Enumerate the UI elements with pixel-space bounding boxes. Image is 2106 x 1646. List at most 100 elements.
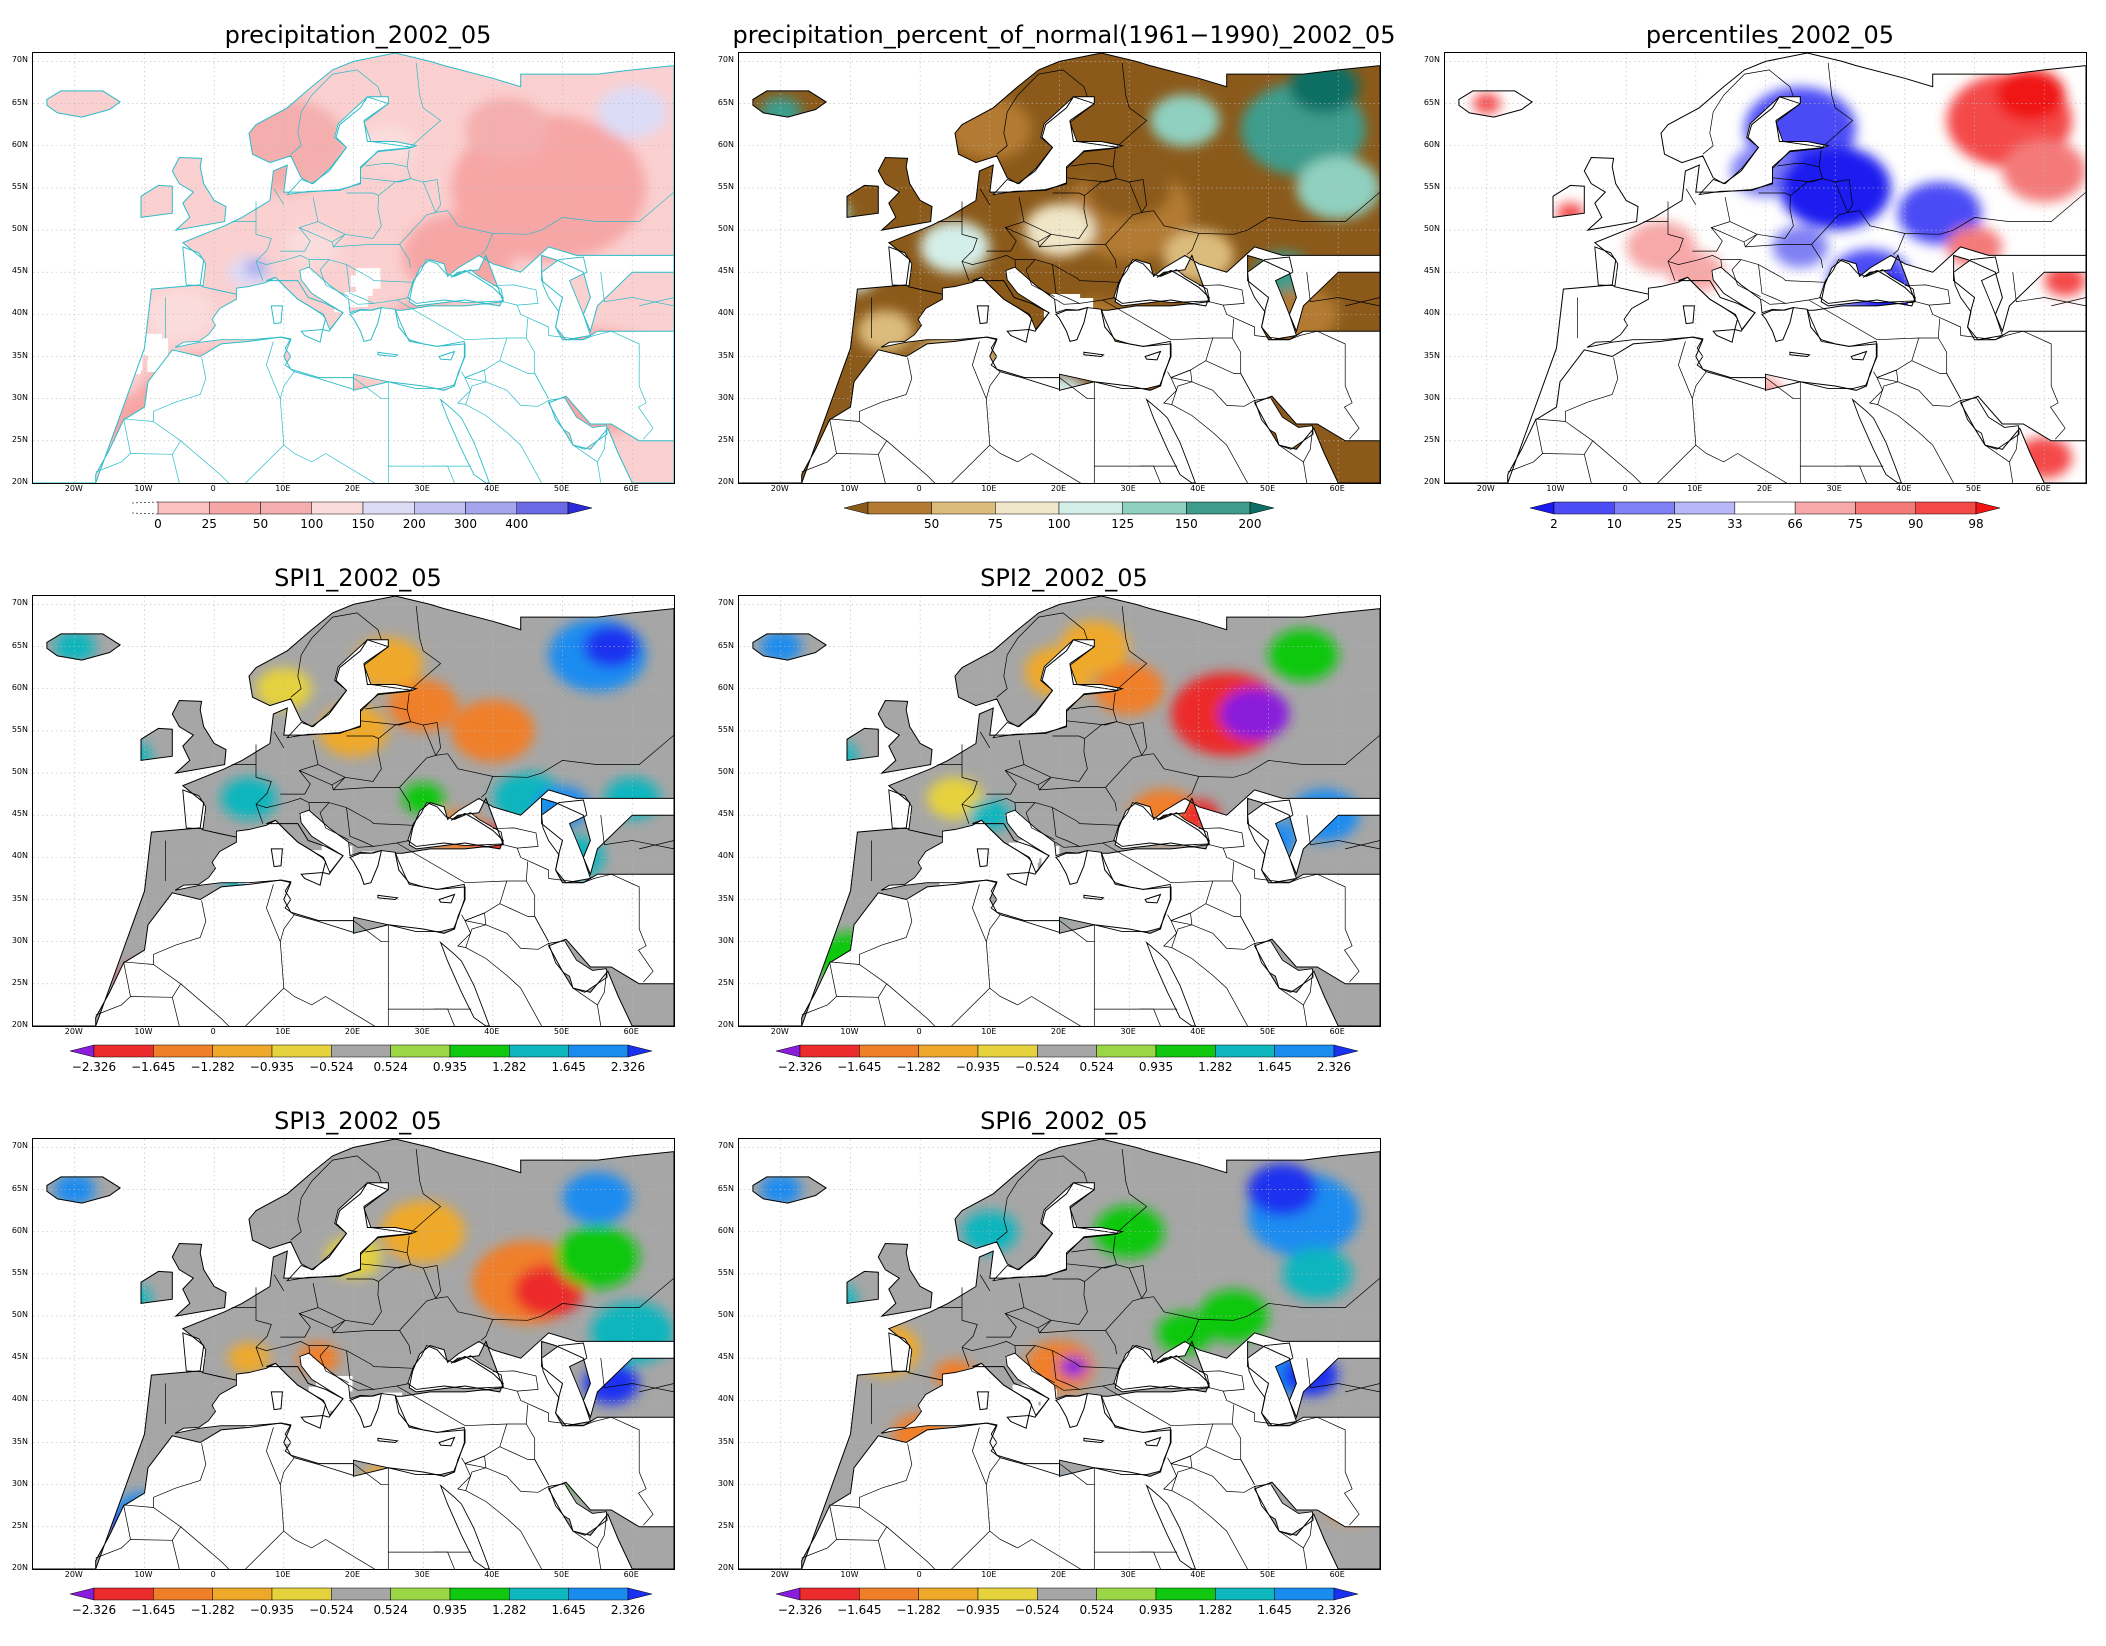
lat-label: 55N	[11, 1267, 28, 1277]
lat-label: 25N	[11, 1520, 28, 1530]
colorbar-swatch	[931, 501, 996, 515]
country-border	[461, 880, 508, 922]
lat-label: 45N	[717, 1352, 734, 1362]
country-border	[986, 197, 1025, 252]
country-border	[308, 259, 414, 283]
colorbar-label: 0.524	[1079, 1603, 1113, 1617]
graticule	[739, 596, 1380, 1026]
coastline	[976, 305, 989, 325]
missing-data-cell	[1911, 312, 1932, 330]
colorbar-label: 125	[1111, 517, 1134, 531]
colorbar-label: 1.645	[1257, 1603, 1291, 1617]
country-border	[1014, 802, 1120, 826]
coastline	[266, 1362, 344, 1418]
coastline	[1144, 1436, 1162, 1447]
lat-label: 45N	[11, 809, 28, 819]
panel-percent-of-normal: precipitation_percent_of_normal(1961−199…	[714, 20, 1414, 560]
colorbar-label: −1.645	[131, 1060, 175, 1074]
lat-label: 30N	[717, 1478, 734, 1488]
colorbar-label: 25	[202, 517, 217, 531]
colorbar-label: −1.282	[190, 1060, 234, 1074]
colorbar-label: 0.524	[373, 1603, 407, 1617]
map-svg	[739, 1139, 1380, 1569]
country-border	[349, 841, 374, 848]
lat-label: 65N	[717, 97, 734, 107]
country-border	[353, 920, 389, 943]
map-svg	[33, 1139, 674, 1569]
lat-label: 60N	[11, 682, 28, 692]
coastline	[171, 1242, 227, 1317]
country-border	[130, 453, 173, 455]
coastline	[171, 699, 227, 774]
colorbar-label: 2.326	[1317, 1603, 1351, 1617]
missing-data-cell	[131, 336, 151, 356]
colorbar-label: −0.524	[1015, 1060, 1059, 1074]
coastline	[1789, 351, 1811, 358]
sea	[541, 256, 591, 341]
field-blob	[555, 1225, 640, 1289]
country-border	[1039, 234, 1052, 248]
country-border	[95, 1504, 131, 1559]
country-border	[1761, 298, 1786, 305]
country-border	[465, 947, 542, 1026]
colorbar-label: −0.935	[250, 1060, 294, 1074]
lon-label: 0	[210, 1027, 216, 1036]
coastline	[300, 328, 324, 343]
country-border	[1960, 330, 2066, 440]
colorbar-arrow-left	[843, 501, 869, 515]
missing-data-cell	[408, 390, 425, 411]
country-border	[492, 734, 674, 778]
country-border	[95, 961, 131, 1016]
country-border	[1876, 377, 1961, 407]
missing-data-cell	[1120, 458, 1137, 471]
lat-label: 45N	[717, 266, 734, 276]
country-border	[597, 430, 607, 463]
colorbar-swatch	[212, 1044, 273, 1058]
country-border	[1059, 377, 1095, 400]
country-border	[153, 900, 207, 965]
country-border	[1139, 465, 1161, 483]
lat-label: 55N	[717, 181, 734, 191]
country-border	[1222, 1390, 1255, 1422]
country-border	[1692, 197, 1731, 252]
country-border	[1254, 873, 1360, 983]
country-border	[1835, 179, 1853, 213]
colorbar-arrow-right	[1249, 501, 1275, 515]
country-border	[1535, 418, 1566, 422]
country-border	[319, 259, 349, 298]
country-border	[1729, 192, 1794, 239]
country-border	[1303, 973, 1313, 1006]
colorbar-label: 90	[1908, 517, 1923, 531]
lon-label: 40E	[484, 1027, 500, 1036]
field-blob	[927, 777, 983, 820]
lon-label: 10W	[840, 484, 859, 493]
coastline	[976, 848, 989, 868]
colorbar-swatch	[311, 501, 364, 515]
lon-label: 0	[1622, 484, 1628, 493]
panel-title: precipitation_2002_05	[224, 21, 492, 49]
coastline	[972, 819, 1050, 875]
country-border	[1039, 1320, 1052, 1334]
lat-label: 70N	[717, 55, 734, 65]
country-border	[1037, 784, 1117, 812]
colorbar-swatch	[449, 1044, 510, 1058]
colorbar-label: −0.935	[956, 1603, 1000, 1617]
coastline	[266, 819, 344, 875]
colorbar-label: 0.935	[433, 1060, 467, 1074]
country-border	[1811, 210, 1906, 255]
country-border	[1278, 1530, 1308, 1569]
country-border	[525, 337, 549, 399]
colorbar-swatch	[1794, 501, 1856, 515]
lon-label: 60E	[1329, 1027, 1345, 1036]
country-border	[95, 418, 131, 473]
country-border	[1565, 357, 1619, 422]
colorbar-legend: 50 75 100 125 150 200	[714, 498, 1414, 548]
missing-data-cell	[1123, 434, 1140, 453]
country-border	[829, 1504, 860, 1508]
colorbar-swatch	[918, 1587, 979, 1601]
country-border	[1583, 440, 1593, 483]
country-border	[1222, 847, 1255, 879]
lat-label: 55N	[11, 724, 28, 734]
country-border	[1772, 163, 1824, 183]
colorbar-label: 25	[1667, 517, 1682, 531]
